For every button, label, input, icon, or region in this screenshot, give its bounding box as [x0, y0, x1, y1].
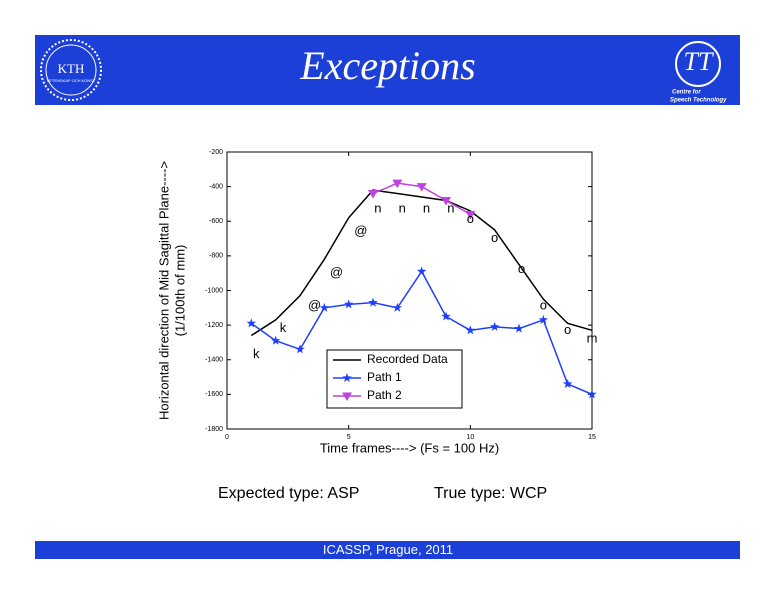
- x-tick-label: 0: [225, 434, 229, 441]
- tt-logo: TT Centre for Speech Technology: [670, 41, 727, 104]
- series-marker: [246, 318, 257, 328]
- legend-marker: [342, 373, 352, 382]
- series-marker: [319, 302, 330, 312]
- y-tick-label: -800: [209, 253, 223, 260]
- annotation: n: [447, 201, 454, 216]
- caption: True type: WCP: [434, 485, 548, 502]
- series-marker: [392, 302, 403, 312]
- caption: Expected type: ASP: [218, 485, 360, 502]
- legend-label: Path 2: [367, 388, 402, 402]
- series-marker: [587, 389, 597, 399]
- chart: -200 -400 -600 -800 -1000 -1200 -1400 -1600 -180…: [156, 149, 598, 456]
- series-marker: [343, 299, 354, 309]
- y-tick-label: -1800: [205, 426, 223, 433]
- annotation: n: [423, 201, 430, 216]
- annotation: @: [308, 298, 321, 313]
- logo-text: VETENSKAP OCH KONST: [47, 78, 96, 83]
- annotation: o: [540, 298, 547, 313]
- annotation: @: [354, 223, 367, 238]
- annotation: o: [564, 322, 571, 337]
- series-marker: [441, 196, 451, 206]
- y-tick-label: -600: [209, 218, 223, 225]
- series-marker: [270, 335, 281, 345]
- annotation: n: [374, 201, 381, 216]
- series-marker: [368, 190, 378, 199]
- series-marker: [538, 314, 549, 324]
- legend-label: Path 1: [367, 370, 402, 384]
- logo-text: TT: [684, 47, 714, 76]
- kth-logo: KTH VETENSKAP OCH KONST: [40, 39, 102, 101]
- y-tick-label: -400: [209, 183, 223, 190]
- legend-marker: [342, 392, 352, 401]
- x-tick-label: 5: [347, 434, 351, 441]
- y-tick-label: -1000: [205, 287, 223, 294]
- y-axis-label: (1/100th of mm): [172, 245, 187, 337]
- annotation: @: [330, 265, 343, 280]
- y-tick-label: -1600: [205, 391, 223, 398]
- slide-title: Exceptions: [300, 43, 476, 88]
- logo-text: KTH: [58, 61, 85, 76]
- series-marker: [368, 297, 378, 307]
- annotation: o: [467, 211, 474, 226]
- annotation: n: [399, 201, 406, 216]
- x-tick-label: 15: [588, 434, 596, 441]
- annotation: k: [253, 346, 260, 361]
- series-marker: [489, 321, 500, 331]
- y-tick-label: -200: [209, 149, 223, 156]
- x-axis-label: Time frames----> (Fs = 100 Hz): [320, 440, 499, 455]
- legend-label: Recorded Data: [367, 352, 448, 366]
- series-marker: [392, 179, 403, 189]
- legend: Recorded Data Path 1 Path 2: [326, 349, 463, 409]
- logo-text: Centre for: [672, 90, 701, 96]
- footer-text: ICASSP, Prague, 2011: [322, 542, 454, 557]
- header-band: [35, 35, 740, 105]
- series-marker: [514, 323, 524, 333]
- series-line: [250, 189, 593, 337]
- logo-text: Speech Technology: [670, 98, 727, 104]
- x-tick-label: 10: [466, 434, 474, 441]
- series-marker: [416, 183, 427, 192]
- series-marker: [441, 311, 451, 321]
- series-marker: [465, 325, 476, 335]
- footer-band: [35, 541, 740, 559]
- series-marker: [562, 379, 573, 388]
- annotation: k: [280, 320, 287, 335]
- y-axis-label: Horizontal direction of Mid Sagittal Pla…: [156, 161, 171, 420]
- annotation: m: [587, 330, 598, 345]
- annotation: o: [491, 230, 498, 245]
- series-marker: [416, 266, 427, 276]
- y-tick-label: -1400: [205, 357, 223, 364]
- series-marker: [465, 210, 476, 220]
- annotation: o: [518, 261, 525, 276]
- y-tick-label: -1200: [205, 322, 223, 329]
- series-marker: [295, 344, 305, 354]
